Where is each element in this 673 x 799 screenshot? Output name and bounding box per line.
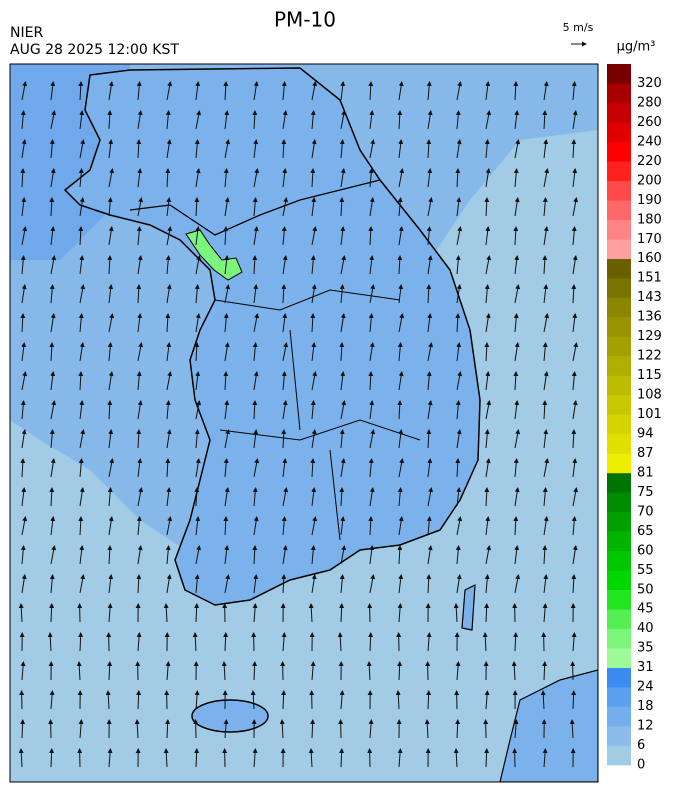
colorbar-segment bbox=[607, 707, 631, 727]
colorbar-label: 81 bbox=[637, 465, 654, 480]
colorbar-label: 151 bbox=[637, 271, 662, 286]
colorbar-label: 70 bbox=[637, 504, 654, 519]
colorbar-segment bbox=[607, 590, 631, 610]
unit: μg/m³ bbox=[617, 40, 656, 55]
colorbar-segment bbox=[607, 142, 631, 162]
colorbar-segment bbox=[607, 629, 631, 649]
colorbar-label: 40 bbox=[637, 621, 654, 636]
colorbar-label: 75 bbox=[637, 485, 654, 500]
colorbar-label: 65 bbox=[637, 524, 654, 539]
colorbar-label: 6 bbox=[637, 738, 645, 753]
colorbar-label: 55 bbox=[637, 563, 654, 578]
colorbar-segment bbox=[607, 239, 631, 259]
source: NIER bbox=[10, 25, 43, 41]
colorbar-segment bbox=[607, 531, 631, 551]
datetime: AUG 28 2025 12:00 KST bbox=[10, 42, 179, 58]
colorbar-segment bbox=[607, 103, 631, 123]
colorbar-segment bbox=[607, 687, 631, 707]
colorbar-segment bbox=[607, 200, 631, 220]
colorbar-segment bbox=[607, 648, 631, 668]
colorbar-segment bbox=[607, 512, 631, 532]
colorbar-label: 31 bbox=[637, 660, 654, 675]
colorbar-label: 0 bbox=[637, 758, 645, 773]
colorbar-segment bbox=[607, 492, 631, 512]
colorbar-segment bbox=[607, 453, 631, 473]
colorbar-segment bbox=[607, 122, 631, 142]
colorbar-label: 108 bbox=[637, 388, 662, 403]
colorbar-label: 101 bbox=[637, 407, 662, 422]
colorbar-label: 260 bbox=[637, 115, 662, 130]
colorbar-label: 200 bbox=[637, 173, 662, 188]
colorbar-label: 220 bbox=[637, 154, 662, 169]
colorbar-segment bbox=[607, 415, 631, 435]
colorbar-segment bbox=[607, 317, 631, 337]
colorbar-label: 45 bbox=[637, 602, 654, 617]
colorbar-segment bbox=[607, 434, 631, 454]
colorbar-segment bbox=[607, 181, 631, 201]
colorbar-label: 60 bbox=[637, 543, 654, 558]
colorbar-segment bbox=[607, 161, 631, 181]
colorbar-segment bbox=[607, 64, 631, 84]
colorbar-label: 115 bbox=[637, 368, 662, 383]
colorbar-label: 190 bbox=[637, 193, 662, 208]
colorbar-label: 87 bbox=[637, 446, 654, 461]
wind-scale-label: 5 m/s bbox=[563, 21, 594, 34]
island bbox=[192, 700, 268, 732]
colorbar-segment bbox=[607, 473, 631, 493]
colorbar-label: 136 bbox=[637, 310, 662, 325]
colorbar-segment bbox=[607, 570, 631, 590]
colorbar-label: 320 bbox=[637, 76, 662, 91]
colorbar-segment bbox=[607, 395, 631, 415]
colorbar-label: 129 bbox=[637, 329, 662, 344]
colorbar-segment bbox=[607, 609, 631, 629]
colorbar-label: 160 bbox=[637, 251, 662, 266]
map bbox=[10, 64, 598, 782]
colorbar-segment bbox=[607, 356, 631, 376]
colorbar-segment bbox=[607, 83, 631, 103]
colorbar-label: 94 bbox=[637, 426, 654, 441]
colorbar-label: 180 bbox=[637, 212, 662, 227]
colorbar-label: 50 bbox=[637, 582, 654, 597]
colorbar: 0 6 12 18 24 31 35 40 45 50 55 60 65 70 75 81 87 94 101 108… bbox=[607, 64, 662, 773]
colorbar-label: 240 bbox=[637, 134, 662, 149]
colorbar-segment bbox=[607, 668, 631, 688]
colorbar-label: 143 bbox=[637, 290, 662, 305]
colorbar-label: 170 bbox=[637, 232, 662, 247]
colorbar-segment bbox=[607, 220, 631, 240]
colorbar-label: 35 bbox=[637, 641, 654, 656]
colorbar-label: 122 bbox=[637, 349, 662, 364]
colorbar-segment bbox=[607, 298, 631, 318]
colorbar-segment bbox=[607, 726, 631, 746]
colorbar-segment bbox=[607, 551, 631, 571]
colorbar-label: 24 bbox=[637, 680, 654, 695]
colorbar-segment bbox=[607, 746, 631, 766]
colorbar-segment bbox=[607, 376, 631, 396]
colorbar-segment bbox=[607, 278, 631, 298]
colorbar-segment bbox=[607, 259, 631, 279]
colorbar-label: 280 bbox=[637, 95, 662, 110]
colorbar-label: 18 bbox=[637, 699, 654, 714]
colorbar-label: 12 bbox=[637, 719, 654, 734]
title: PM-10 bbox=[274, 8, 336, 32]
colorbar-segment bbox=[607, 337, 631, 357]
